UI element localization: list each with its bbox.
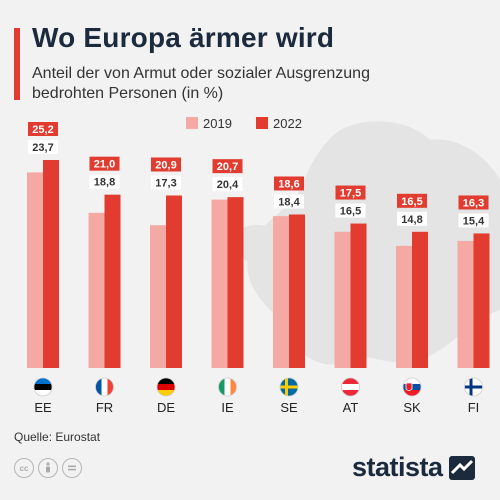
bar-chart: 2019 2022 25,2 23,7 EE 21,0 18,8 FR 20,9 17,3 DE 20… bbox=[27, 116, 490, 415]
value-label-EE-2019: 23,7 bbox=[32, 142, 53, 154]
no-derivatives-icon bbox=[62, 458, 82, 478]
value-label-FR-2022: 21,0 bbox=[94, 159, 115, 171]
value-box-EE-2019 bbox=[28, 140, 58, 154]
legend-swatch-2019 bbox=[186, 117, 198, 129]
category-label-FI: FI bbox=[468, 400, 480, 415]
bar-DE-2019 bbox=[150, 225, 166, 368]
value-label-IE-2022: 20,7 bbox=[217, 161, 238, 173]
category-label-SK: SK bbox=[403, 400, 421, 415]
value-box-IE-2019 bbox=[212, 177, 243, 192]
value-box-FR-2019 bbox=[89, 174, 120, 189]
source-note: Quelle: Eurostat bbox=[14, 430, 101, 444]
bar-FR-2022 bbox=[104, 194, 121, 368]
legend-label-2022: 2022 bbox=[273, 116, 302, 131]
value-box-DE-2019 bbox=[151, 175, 181, 190]
value-label-AT-2022: 17,5 bbox=[340, 188, 361, 200]
value-box-FI-2019 bbox=[458, 213, 489, 228]
category-label-EE: EE bbox=[34, 400, 52, 415]
value-box-AT-2022 bbox=[335, 185, 366, 200]
title-accent-bar bbox=[14, 28, 20, 100]
sweden-flag-icon bbox=[279, 377, 299, 397]
legend-swatch-2022 bbox=[256, 117, 268, 129]
value-box-SE-2022 bbox=[274, 176, 304, 191]
austria-flag-icon bbox=[341, 377, 360, 397]
bar-FR-2019 bbox=[88, 212, 105, 368]
statista-brand[interactable]: statista bbox=[352, 452, 475, 483]
value-label-DE-2022: 20,9 bbox=[155, 159, 176, 171]
germany-flag-icon bbox=[156, 377, 176, 397]
bar-EE-2019 bbox=[27, 172, 43, 368]
value-label-SK-2022: 16,5 bbox=[401, 196, 422, 208]
category-label-FR: FR bbox=[96, 400, 113, 415]
statista-logo-text: statista bbox=[352, 452, 443, 482]
bar-AT-2019 bbox=[334, 231, 351, 368]
attribution-icon bbox=[38, 458, 58, 478]
value-box-IE-2022 bbox=[212, 159, 243, 174]
value-box-SK-2022 bbox=[397, 193, 427, 208]
value-label-FI-2022: 16,3 bbox=[463, 197, 484, 209]
category-label-AT: AT bbox=[343, 400, 359, 415]
value-label-SE-2019: 18,4 bbox=[278, 196, 300, 208]
bar-AT-2022 bbox=[350, 223, 367, 368]
slovakia-flag-icon bbox=[402, 377, 422, 397]
value-box-SK-2019 bbox=[397, 211, 427, 226]
value-label-FR-2019: 18,8 bbox=[94, 177, 115, 189]
category-label-SE: SE bbox=[280, 400, 298, 415]
category-label-IE: IE bbox=[221, 400, 234, 415]
finland-flag-icon bbox=[464, 377, 483, 397]
value-box-FI-2022 bbox=[458, 195, 489, 210]
value-box-DE-2022 bbox=[151, 157, 181, 172]
bar-SK-2019 bbox=[396, 245, 412, 368]
bar-FI-2022 bbox=[473, 233, 490, 368]
value-label-SE-2022: 18,6 bbox=[278, 178, 299, 190]
bar-DE-2022 bbox=[166, 195, 182, 368]
statista-logo-icon bbox=[448, 455, 475, 480]
france-flag-icon bbox=[95, 377, 114, 397]
bar-IE-2019 bbox=[211, 199, 228, 368]
value-box-FR-2022 bbox=[89, 156, 120, 171]
category-label-DE: DE bbox=[157, 400, 175, 415]
value-label-IE-2019: 20,4 bbox=[217, 179, 239, 191]
ireland-flag-icon bbox=[218, 377, 237, 397]
chart-title: Wo Europa ärmer wird bbox=[32, 22, 335, 53]
value-label-FI-2019: 15,4 bbox=[463, 215, 485, 227]
bar-SE-2019 bbox=[273, 216, 289, 368]
value-label-DE-2019: 17,3 bbox=[155, 177, 176, 189]
bar-SE-2022 bbox=[289, 214, 305, 368]
value-box-EE-2022 bbox=[28, 122, 58, 136]
value-label-EE-2022: 25,2 bbox=[32, 124, 53, 136]
bar-SK-2022 bbox=[412, 231, 428, 368]
estonia-flag-icon bbox=[33, 377, 53, 397]
bar-IE-2022 bbox=[227, 197, 244, 368]
bar-EE-2022 bbox=[43, 160, 59, 368]
value-box-SE-2019 bbox=[274, 194, 304, 209]
value-label-AT-2019: 16,5 bbox=[340, 206, 361, 218]
creative-commons-icon: cc bbox=[14, 458, 34, 478]
legend-label-2019: 2019 bbox=[203, 116, 232, 131]
value-box-AT-2019 bbox=[335, 203, 366, 218]
value-label-SK-2019: 14,8 bbox=[401, 214, 422, 226]
license-icons: cc bbox=[14, 458, 82, 478]
europe-map-background bbox=[235, 121, 500, 365]
bar-FI-2019 bbox=[457, 240, 474, 368]
chart-subtitle: Anteil der von Armut oder sozialer Ausgr… bbox=[32, 65, 370, 102]
